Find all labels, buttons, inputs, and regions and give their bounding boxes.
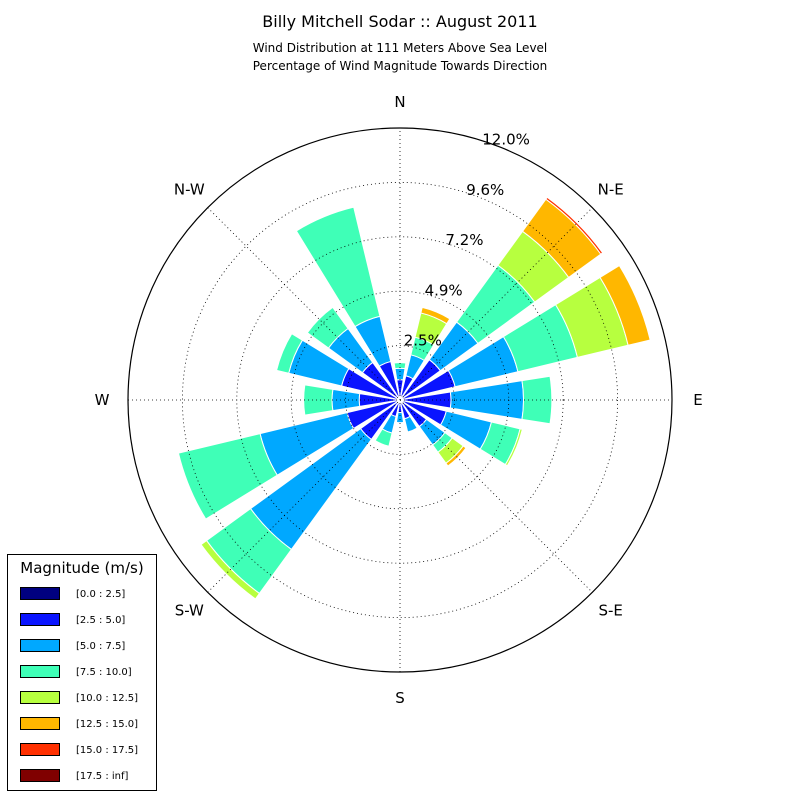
gridline-circle: [290, 290, 510, 510]
bar-n-bin-2: [394, 367, 406, 381]
bar-nnw-bin-3: [295, 206, 381, 328]
bar-ese-bin-4: [504, 428, 523, 467]
radial-tick-label: 12.0%: [482, 131, 530, 149]
direction-label-s: S: [395, 689, 405, 707]
radial-tick-label: 2.5%: [404, 332, 442, 350]
direction-label-n: N: [394, 93, 405, 111]
outer-circle: [127, 127, 673, 673]
radial-tick-label: 9.6%: [466, 181, 504, 199]
chart-subtitle-line-2: Percentage of Wind Magnitude Towards Dir…: [252, 59, 548, 73]
bar-n-bin-3: [393, 362, 407, 370]
legend-label: [17.5 : inf]: [76, 771, 129, 782]
radial-tick-label: 7.2%: [445, 231, 483, 249]
legend-label: [7.5 : 10.0]: [76, 667, 132, 678]
legend-label: [10.0 : 12.5]: [76, 693, 139, 704]
legend-swatch: [20, 587, 60, 600]
bar-nne-bin-5: [420, 306, 451, 325]
legend-swatch: [20, 691, 60, 704]
legend-title: Magnitude (m/s): [20, 559, 144, 577]
legend-swatch: [20, 769, 60, 782]
bar-sse-bin-2: [403, 415, 418, 433]
bar-ssw-bin-3: [374, 428, 393, 447]
legend-label: [15.0 : 17.5]: [76, 745, 139, 756]
legend-label: [5.0 : 7.5]: [76, 641, 126, 652]
legend: Magnitude (m/s) [0.0 : 2.5] [2.5 : 5.0] …: [7, 554, 157, 791]
legend-swatch: [20, 743, 60, 756]
direction-label-e: E: [693, 391, 702, 409]
legend-label: [12.5 : 15.0]: [76, 719, 139, 730]
direction-label-w: W: [95, 391, 110, 409]
bar-wsw-bin-3: [177, 432, 278, 520]
direction-label-se: S-E: [599, 602, 623, 620]
radial-tick-label: 4.9%: [425, 281, 463, 299]
bar-sw-bin-4: [200, 539, 261, 600]
direction-label-sw: S-W: [175, 602, 204, 620]
legend-swatch: [20, 613, 60, 626]
bar-s-bin-2: [395, 411, 405, 424]
gridline-circle: [181, 181, 619, 619]
bar-se-bin-5: [445, 445, 467, 467]
chart-subtitle-line-1: Wind Distribution at 111 Meters Above Se…: [252, 41, 548, 55]
gridline-circle: [236, 236, 564, 564]
legend-label: [0.0 : 2.5]: [76, 589, 126, 600]
bar-wnw-bin-3: [275, 332, 304, 374]
legend-swatch: [20, 665, 60, 678]
bar-nw-bin-3: [306, 306, 349, 349]
legend-label: [2.5 : 5.0]: [76, 615, 126, 626]
direction-label-ne: N-E: [598, 180, 624, 198]
gridline-circle: [345, 345, 455, 455]
bar-w-bin-3: [303, 384, 334, 416]
direction-label-nw: N-W: [174, 180, 205, 198]
chart-title: Billy Mitchell Sodar :: August 2011: [262, 12, 538, 31]
legend-swatch: [20, 717, 60, 730]
bar-ene-bin-5: [599, 264, 651, 346]
legend-swatch: [20, 639, 60, 652]
bar-ne-bin-6: [545, 196, 604, 255]
